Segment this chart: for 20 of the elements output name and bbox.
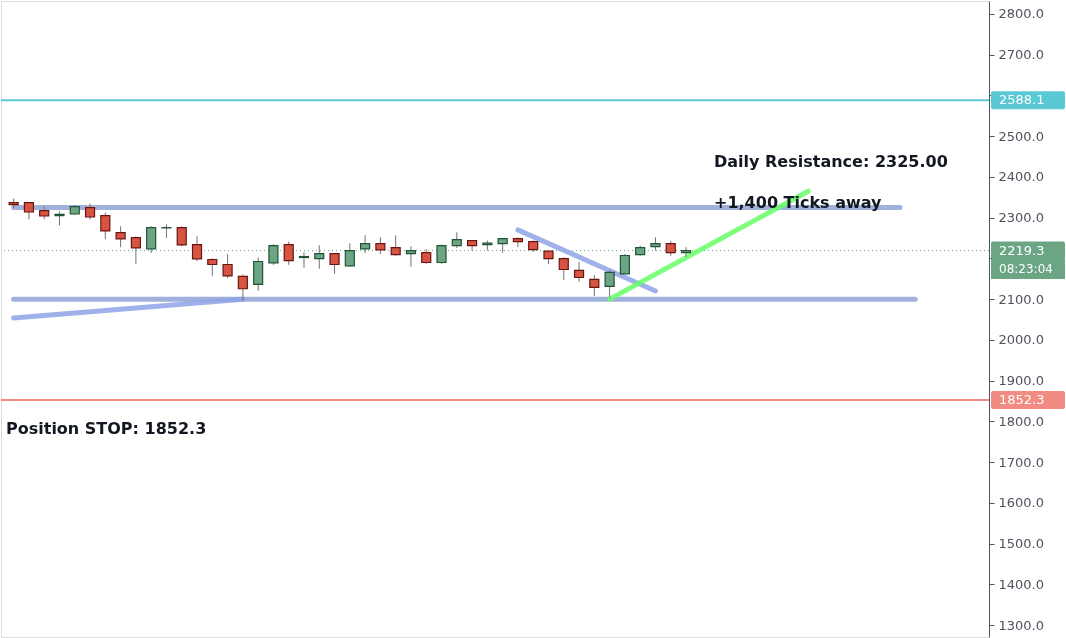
text: 08:23:04 — [999, 262, 1053, 276]
y-tick-label: 1700.0 — [998, 454, 1044, 470]
annotation: Daily Resistance: 2325.00 — [714, 152, 948, 171]
y-tick-label: 2400.0 — [998, 169, 1044, 185]
ref-line-label: 2588.1 — [999, 92, 1045, 108]
y-tick-label: 1600.0 — [998, 495, 1044, 511]
annotation: Position STOP: 1852.3 — [6, 419, 207, 438]
y-tick-label: 1900.0 — [998, 373, 1044, 389]
y-tick-label: 1800.0 — [998, 413, 1044, 429]
y-tick-label: 1400.0 — [998, 576, 1044, 592]
y-tick-label: 2100.0 — [998, 291, 1044, 307]
ref-line-label: 1852.3 — [999, 392, 1045, 408]
ref-line-label: 2219.3 — [999, 242, 1045, 258]
y-tick-label: 1300.0 — [998, 617, 1044, 633]
y-tick-label: 2500.0 — [998, 128, 1044, 144]
y-tick-label: 2300.0 — [998, 210, 1044, 226]
y-tick-label: 2000.0 — [998, 332, 1044, 348]
y-tick-label: 2800.0 — [998, 6, 1044, 22]
y-tick-label: 2700.0 — [998, 47, 1044, 63]
y-tick-label: 1500.0 — [998, 536, 1044, 552]
